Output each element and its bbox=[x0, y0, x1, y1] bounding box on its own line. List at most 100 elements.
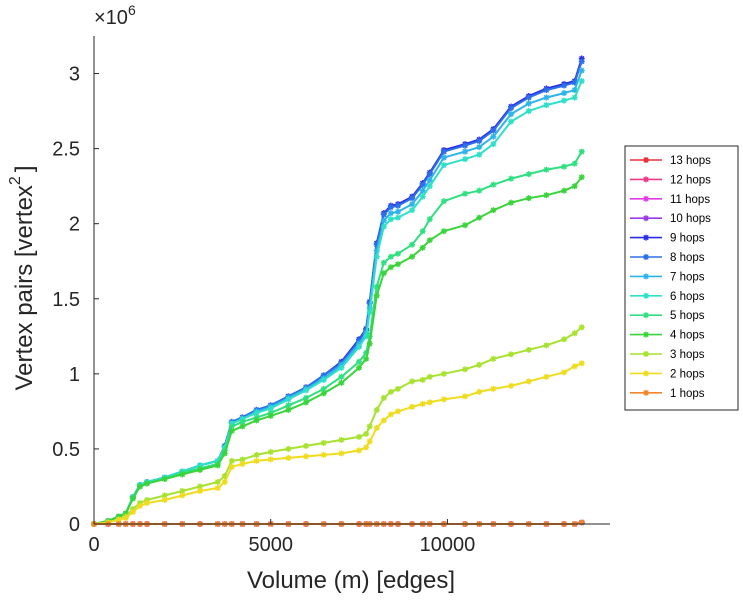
data-point bbox=[571, 79, 578, 86]
data-point bbox=[394, 408, 401, 415]
data-point bbox=[561, 369, 568, 376]
legend-marker bbox=[643, 254, 649, 260]
data-point bbox=[426, 237, 433, 244]
data-point bbox=[387, 388, 394, 395]
data-point bbox=[303, 399, 310, 406]
data-point bbox=[380, 270, 387, 277]
y-tick-label: 1 bbox=[69, 364, 80, 386]
data-point bbox=[366, 423, 373, 430]
data-point bbox=[508, 118, 515, 125]
data-point bbox=[356, 343, 363, 350]
data-point bbox=[561, 97, 568, 104]
data-point bbox=[387, 210, 394, 217]
data-point bbox=[578, 174, 585, 181]
legend-marker bbox=[643, 157, 649, 163]
legend-label: 11 hops bbox=[670, 194, 710, 206]
data-point bbox=[394, 208, 401, 215]
legend-label: 7 hops bbox=[670, 271, 705, 283]
legend-label: 1 hops bbox=[670, 388, 705, 400]
data-point bbox=[440, 198, 447, 205]
data-point bbox=[476, 361, 483, 368]
legend-label: 13 hops bbox=[670, 155, 711, 167]
legend-marker bbox=[643, 273, 649, 280]
data-point bbox=[490, 385, 497, 392]
data-point bbox=[373, 424, 380, 431]
data-point bbox=[387, 204, 394, 211]
data-point bbox=[239, 456, 246, 463]
data-point bbox=[338, 364, 345, 371]
data-point bbox=[373, 292, 380, 299]
data-point bbox=[320, 451, 327, 458]
data-point bbox=[462, 148, 469, 155]
data-point bbox=[239, 460, 246, 467]
data-point bbox=[490, 133, 497, 140]
data-point bbox=[440, 228, 447, 235]
data-point bbox=[179, 492, 186, 499]
data-point bbox=[214, 478, 221, 485]
data-point bbox=[578, 360, 585, 367]
legend-marker bbox=[643, 331, 649, 338]
data-point bbox=[440, 370, 447, 377]
data-point bbox=[380, 223, 387, 230]
data-point bbox=[253, 417, 260, 424]
data-point bbox=[426, 177, 433, 184]
x-tick-label: 5000 bbox=[248, 534, 293, 556]
data-point bbox=[394, 261, 401, 268]
data-point bbox=[578, 58, 585, 65]
data-point bbox=[320, 385, 327, 392]
data-point bbox=[508, 351, 515, 358]
data-point bbox=[338, 361, 345, 368]
data-point bbox=[136, 499, 143, 506]
data-point bbox=[561, 336, 568, 343]
data-point bbox=[525, 94, 532, 101]
data-point bbox=[426, 183, 433, 190]
legend-label: 4 hops bbox=[670, 330, 705, 342]
data-point bbox=[221, 478, 228, 485]
data-point bbox=[144, 480, 151, 487]
data-point bbox=[356, 364, 363, 371]
y-tick-label: 1.5 bbox=[52, 289, 80, 311]
data-point bbox=[578, 148, 585, 155]
data-point bbox=[578, 67, 585, 74]
legend-marker bbox=[643, 292, 649, 299]
data-point bbox=[129, 505, 136, 512]
data-point bbox=[571, 87, 578, 94]
data-point bbox=[356, 340, 363, 347]
data-point bbox=[285, 402, 292, 409]
data-point bbox=[387, 216, 394, 223]
data-point bbox=[440, 148, 447, 155]
data-point bbox=[462, 142, 469, 149]
data-point bbox=[419, 193, 426, 200]
legend-label: 9 hops bbox=[670, 233, 705, 245]
legend-item: 2 hops bbox=[630, 368, 705, 380]
y-axis-title: Vertex pairs [vertex2] bbox=[7, 166, 38, 391]
data-point bbox=[525, 171, 532, 178]
data-point bbox=[303, 442, 310, 449]
legend-items: 13 hops 12 hops 11 hops 10 hops 9 hops 8 hops… bbox=[630, 155, 711, 400]
data-point bbox=[525, 195, 532, 202]
data-point bbox=[161, 492, 168, 499]
data-point bbox=[543, 166, 550, 173]
data-point bbox=[394, 250, 401, 257]
series-line bbox=[93, 362, 583, 525]
data-point bbox=[366, 340, 373, 347]
data-point bbox=[409, 195, 416, 202]
x-tick-label: 0 bbox=[88, 534, 99, 556]
legend-item: 10 hops bbox=[630, 213, 711, 225]
data-point bbox=[228, 423, 235, 430]
data-point bbox=[387, 253, 394, 260]
data-point bbox=[373, 406, 380, 413]
legend-marker bbox=[643, 234, 649, 241]
data-point bbox=[285, 396, 292, 403]
data-point bbox=[366, 309, 373, 316]
data-point bbox=[440, 396, 447, 403]
data-point bbox=[161, 475, 168, 482]
data-point bbox=[409, 378, 416, 385]
data-point bbox=[490, 127, 497, 134]
data-point bbox=[356, 433, 363, 440]
legend-marker bbox=[643, 176, 649, 183]
data-point bbox=[303, 453, 310, 460]
data-point bbox=[476, 151, 483, 158]
legend-item: 6 hops bbox=[630, 291, 705, 303]
series-4-hops bbox=[91, 174, 585, 527]
